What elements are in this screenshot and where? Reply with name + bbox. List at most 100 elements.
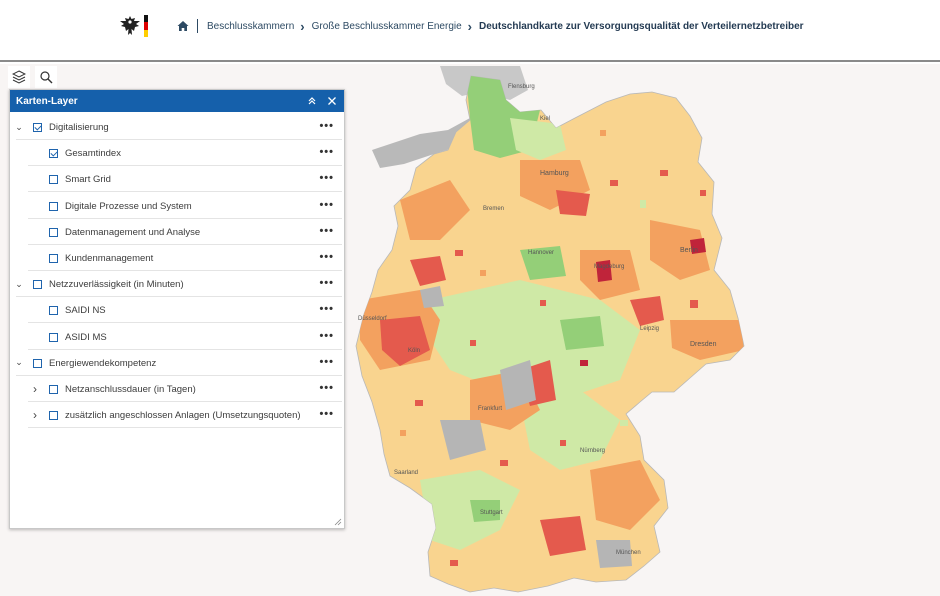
row-divider bbox=[28, 191, 342, 193]
layer-row[interactable]: ⌄ Netzzuverlässigkeit (in Minuten) ••• bbox=[10, 271, 344, 298]
layer-visibility-checkbox[interactable] bbox=[49, 254, 58, 263]
layer-options-button[interactable]: ••• bbox=[319, 146, 334, 159]
region-muenchen-grey bbox=[596, 540, 632, 568]
layer-label: Energiewendekompetenz bbox=[49, 357, 157, 369]
city-label-berlin: Berlin bbox=[680, 247, 698, 254]
breadcrumb: Beschlusskammern › Große Beschlusskammer… bbox=[177, 18, 804, 34]
home-icon[interactable] bbox=[177, 20, 189, 32]
breadcrumb-beschlusskammern[interactable]: Beschlusskammern bbox=[207, 20, 295, 32]
layer-row[interactable]: Smart Grid ••• bbox=[10, 166, 344, 193]
layer-visibility-checkbox[interactable] bbox=[33, 358, 42, 368]
layer-row[interactable]: ⌄ Energiewendekompetenz ••• bbox=[10, 350, 344, 376]
layer-options-button[interactable]: ••• bbox=[319, 408, 334, 421]
region-green-spot-3 bbox=[470, 500, 500, 522]
layer-visibility-checkbox[interactable] bbox=[49, 385, 58, 394]
layer-options-button[interactable]: ••• bbox=[319, 120, 334, 132]
collapse-panel-button[interactable] bbox=[304, 93, 320, 109]
row-divider bbox=[16, 139, 342, 140]
region-darkred-east bbox=[690, 238, 706, 254]
region-schleswig-light bbox=[510, 118, 566, 160]
layer-row[interactable]: › zusätzlich angeschlossen Anlagen (Umset… bbox=[10, 402, 344, 429]
row-divider bbox=[16, 374, 342, 376]
city-label-hannover: Hannover bbox=[528, 250, 554, 256]
chevron-right-icon[interactable]: › bbox=[33, 382, 37, 396]
layer-panel: Karten-Layer ⌄ Digitalisierung ••• Gesamtin… bbox=[9, 89, 345, 529]
layer-label: SAIDI NS bbox=[65, 305, 106, 317]
row-divider bbox=[16, 296, 342, 298]
city-label-leipzig: Leipzig bbox=[640, 326, 659, 332]
layer-label: Digitale Prozesse und System bbox=[65, 200, 192, 212]
layer-label: Netzanschlussdauer (in Tagen) bbox=[65, 384, 196, 395]
chevron-down-icon[interactable]: ⌄ bbox=[15, 278, 23, 289]
region-north-grey bbox=[420, 286, 444, 308]
german-flag bbox=[144, 15, 148, 37]
region-south-lightgreen bbox=[420, 470, 520, 550]
region-darkred-north bbox=[596, 260, 612, 282]
resize-handle-icon[interactable] bbox=[334, 518, 342, 526]
city-label-koeln: Köln bbox=[408, 348, 420, 354]
layer-visibility-checkbox[interactable] bbox=[49, 175, 58, 185]
row-divider bbox=[28, 401, 342, 402]
region-green-spot-1 bbox=[520, 246, 566, 280]
city-label-frankfurt: Frankfurt bbox=[478, 406, 502, 412]
region-bavaria-east-orange bbox=[590, 460, 660, 530]
layer-row[interactable]: ASIDI MS ••• bbox=[10, 324, 344, 350]
layer-options-button[interactable]: ••• bbox=[319, 172, 334, 185]
layer-label: Smart Grid bbox=[65, 174, 111, 186]
chevron-down-icon[interactable]: ⌄ bbox=[15, 357, 23, 368]
layer-visibility-checkbox[interactable] bbox=[33, 123, 42, 132]
layer-options-button[interactable]: ••• bbox=[319, 382, 334, 394]
layer-visibility-checkbox[interactable] bbox=[33, 280, 42, 290]
layer-options-button[interactable]: ••• bbox=[319, 355, 334, 368]
layer-label: Netzzuverlässigkeit (in Minuten) bbox=[49, 279, 184, 291]
close-panel-button[interactable] bbox=[324, 93, 340, 109]
chevron-down-icon[interactable]: ⌄ bbox=[15, 121, 23, 132]
chevron-right-icon[interactable]: › bbox=[33, 408, 37, 423]
row-divider bbox=[28, 322, 342, 324]
flag-stripe-red bbox=[144, 22, 148, 30]
flag-stripe-gold bbox=[144, 29, 148, 37]
region-central-lightgreen bbox=[430, 280, 640, 400]
city-label-nuernberg: Nürnberg bbox=[580, 448, 605, 454]
city-labels: Flensburg Kiel Hamburg Bremen Hannover B… bbox=[358, 84, 717, 556]
layer-row[interactable]: ⌄ Digitalisierung ••• bbox=[10, 114, 344, 140]
search-button[interactable] bbox=[35, 66, 57, 88]
layer-row[interactable]: Datenmanagement und Analyse ••• bbox=[10, 219, 344, 245]
layer-visibility-checkbox[interactable] bbox=[49, 149, 58, 159]
flag-stripe-black bbox=[144, 15, 148, 23]
row-divider bbox=[28, 243, 342, 245]
layer-visibility-checkbox[interactable] bbox=[49, 411, 58, 421]
layer-visibility-checkbox[interactable] bbox=[49, 332, 58, 342]
layer-label: Digitalisierung bbox=[49, 122, 109, 133]
layer-visibility-checkbox[interactable] bbox=[49, 201, 58, 211]
close-icon bbox=[328, 97, 336, 105]
city-label-magdeburg: Magdeburg bbox=[594, 264, 624, 270]
city-label-hamburg: Hamburg bbox=[540, 170, 569, 177]
city-label-bremen: Bremen bbox=[483, 206, 504, 212]
layer-options-button[interactable]: ••• bbox=[319, 198, 334, 211]
layer-row[interactable]: Gesamtindex ••• bbox=[10, 140, 344, 167]
layer-options-button[interactable]: ••• bbox=[319, 303, 334, 316]
layer-options-button[interactable]: ••• bbox=[319, 251, 334, 263]
layer-options-button[interactable]: ••• bbox=[319, 224, 334, 237]
layer-label: zusätzlich angeschlossen Anlagen (Umsetz… bbox=[65, 410, 301, 422]
layer-row[interactable]: Kundenmanagement ••• bbox=[10, 245, 344, 271]
layer-options-button[interactable]: ••• bbox=[319, 329, 334, 342]
layer-panel-title: Karten-Layer bbox=[16, 95, 78, 107]
layer-row[interactable]: Digitale Prozesse und System ••• bbox=[10, 193, 344, 219]
region-koeln-red bbox=[380, 316, 430, 366]
germany-map[interactable]: Flensburg Kiel Hamburg Bremen Hannover B… bbox=[0, 64, 940, 596]
row-divider bbox=[28, 270, 342, 271]
layer-visibility-checkbox[interactable] bbox=[49, 306, 58, 316]
layer-visibility-checkbox[interactable] bbox=[49, 227, 58, 237]
layer-row[interactable]: › Netzanschlussdauer (in Tagen) ••• bbox=[10, 376, 344, 402]
layer-options-button[interactable]: ••• bbox=[319, 277, 334, 290]
breadcrumb-current-page: Deutschlandkarte zur Versorgungsqualität… bbox=[479, 20, 804, 32]
breadcrumb-energie[interactable]: Große Beschlusskammer Energie bbox=[311, 20, 462, 32]
city-label-dresden: Dresden bbox=[690, 341, 717, 348]
region-leipzig-red bbox=[630, 296, 664, 326]
layer-row[interactable]: SAIDI NS ••• bbox=[10, 297, 344, 324]
city-label-duesseldorf: Düsseldorf bbox=[358, 316, 387, 322]
layer-list-button[interactable] bbox=[8, 66, 30, 88]
layer-label: Datenmanagement und Analyse bbox=[65, 226, 201, 238]
